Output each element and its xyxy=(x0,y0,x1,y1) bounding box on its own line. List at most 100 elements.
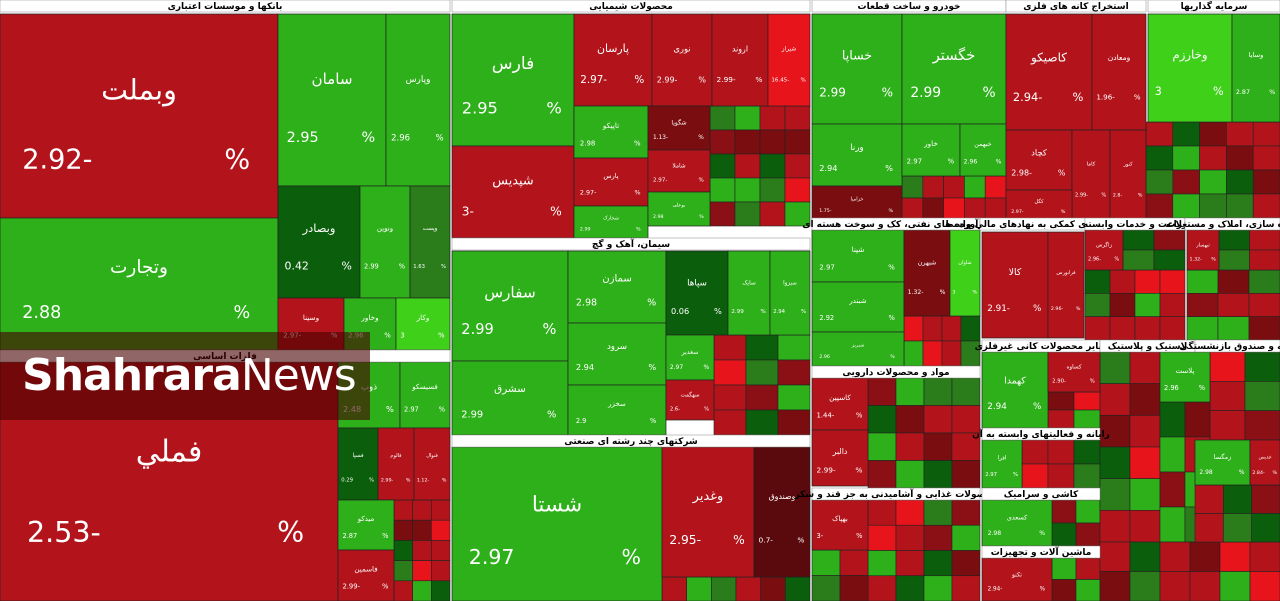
tile-change: 1.63 xyxy=(413,264,425,270)
small-tile xyxy=(1244,351,1280,382)
small-tile xyxy=(1134,269,1161,294)
small-tile xyxy=(1099,383,1131,416)
tile-change: 2.97 xyxy=(985,472,997,478)
small-tile xyxy=(951,460,981,489)
small-tile xyxy=(960,315,981,342)
small-tile xyxy=(1099,351,1131,384)
sector-title: ماشین آلات و تجهیزات xyxy=(991,546,1092,558)
small-tile xyxy=(1172,169,1200,195)
small-tile xyxy=(393,519,413,541)
tile xyxy=(567,322,667,386)
tile-name: وغدیر xyxy=(692,489,723,504)
tile-change: 2.94- xyxy=(988,586,1003,592)
tile xyxy=(981,499,1053,547)
small-tile xyxy=(922,315,943,342)
tile-change: 2.9 xyxy=(576,417,587,425)
tile-name: سپاها xyxy=(687,278,707,288)
tile-name: شبندر xyxy=(848,297,866,305)
small-tile xyxy=(1021,439,1049,465)
small-tile xyxy=(943,175,965,199)
percent-sign: % xyxy=(436,133,444,143)
small-tile xyxy=(1251,513,1280,543)
tile-change: 1.32- xyxy=(908,289,924,296)
small-tile xyxy=(1145,145,1174,171)
tile-name: سامان xyxy=(311,70,352,88)
tile xyxy=(981,231,1049,339)
tile xyxy=(337,427,379,501)
small-tile xyxy=(1129,541,1161,572)
small-tile xyxy=(412,560,432,582)
tile xyxy=(1186,229,1220,271)
tile-change: 2.96- xyxy=(1051,306,1064,312)
tile-name: سفارس xyxy=(484,283,536,301)
small-tile xyxy=(709,129,736,155)
small-tile xyxy=(1186,293,1219,317)
small-tile xyxy=(1099,571,1131,601)
tile xyxy=(1159,351,1211,403)
percent-sign: % xyxy=(438,331,445,339)
small-tile xyxy=(1122,249,1155,271)
sector-header-bg xyxy=(451,0,811,13)
sector-title: شرکتهای چند رشته ای صنعتی xyxy=(564,437,698,447)
tile-name: سخزر xyxy=(607,400,626,408)
small-tile xyxy=(1186,316,1219,341)
tile-change: 2.98 xyxy=(576,297,597,308)
tile-change: 2.99 xyxy=(580,227,591,233)
tile-change: 2.99- xyxy=(816,465,836,474)
tile xyxy=(399,361,451,429)
tile xyxy=(277,13,387,187)
tile-name: کاصیکو xyxy=(1030,51,1067,66)
small-tile xyxy=(759,105,786,131)
tile-name: نوری xyxy=(673,43,690,53)
small-tile xyxy=(713,409,747,436)
tile-name: فنوال xyxy=(426,453,438,459)
watermark-text: ShahraraNews xyxy=(22,350,356,401)
small-tile xyxy=(1209,351,1246,382)
percent-sign: % xyxy=(1269,88,1275,96)
percent-sign: % xyxy=(733,533,745,547)
small-tile xyxy=(1075,522,1101,547)
tile-change: 2.97- xyxy=(580,189,597,197)
small-tile xyxy=(867,499,897,526)
sector-title: فرآورده های نفتی، کک و سوخت هسته ای xyxy=(802,218,990,230)
percent-sign: % xyxy=(1211,256,1216,262)
small-tile xyxy=(1252,145,1280,171)
sector-title: سایر محصولات کانی غیرفلزی xyxy=(975,342,1108,352)
percent-sign: % xyxy=(948,157,955,165)
sector-title: رایانه و فعالیتهای وابسته به آن xyxy=(972,428,1110,440)
small-tile xyxy=(901,197,924,221)
small-tile xyxy=(1075,557,1101,580)
small-tile xyxy=(1209,381,1246,411)
small-tile xyxy=(1145,169,1174,195)
small-tile xyxy=(811,575,841,601)
percent-sign: % xyxy=(550,205,562,219)
watermark-suffix: News xyxy=(241,350,356,401)
tile xyxy=(811,377,869,431)
small-tile xyxy=(745,359,779,386)
small-tile xyxy=(895,377,925,406)
tile-change: 3 xyxy=(952,289,955,295)
small-tile xyxy=(867,575,897,601)
tile-name: کاما xyxy=(1087,161,1096,168)
tile xyxy=(1109,129,1147,221)
small-tile xyxy=(1134,316,1161,341)
sector-title: فعالیتهای کمکی به نهادهای مالی واسط xyxy=(944,220,1121,230)
tile-name: فارس xyxy=(492,54,534,74)
tile-change: 2.96 xyxy=(1164,384,1179,392)
small-tile xyxy=(1217,293,1250,317)
tile-change: 2.96 xyxy=(964,158,978,165)
sector-header-bg xyxy=(811,487,981,501)
small-tile xyxy=(734,177,761,203)
tile-name: ومعادن xyxy=(1108,53,1131,62)
tile xyxy=(413,427,451,501)
tile-change: 2.92- xyxy=(22,144,92,175)
small-tile xyxy=(760,576,786,601)
percent-sign: % xyxy=(855,465,862,474)
tile-change: 2.97 xyxy=(469,545,515,569)
sector-header-bg xyxy=(451,237,811,251)
tile xyxy=(377,427,415,501)
tile xyxy=(901,13,1007,125)
small-tile xyxy=(903,315,924,342)
small-tile xyxy=(1217,316,1250,341)
